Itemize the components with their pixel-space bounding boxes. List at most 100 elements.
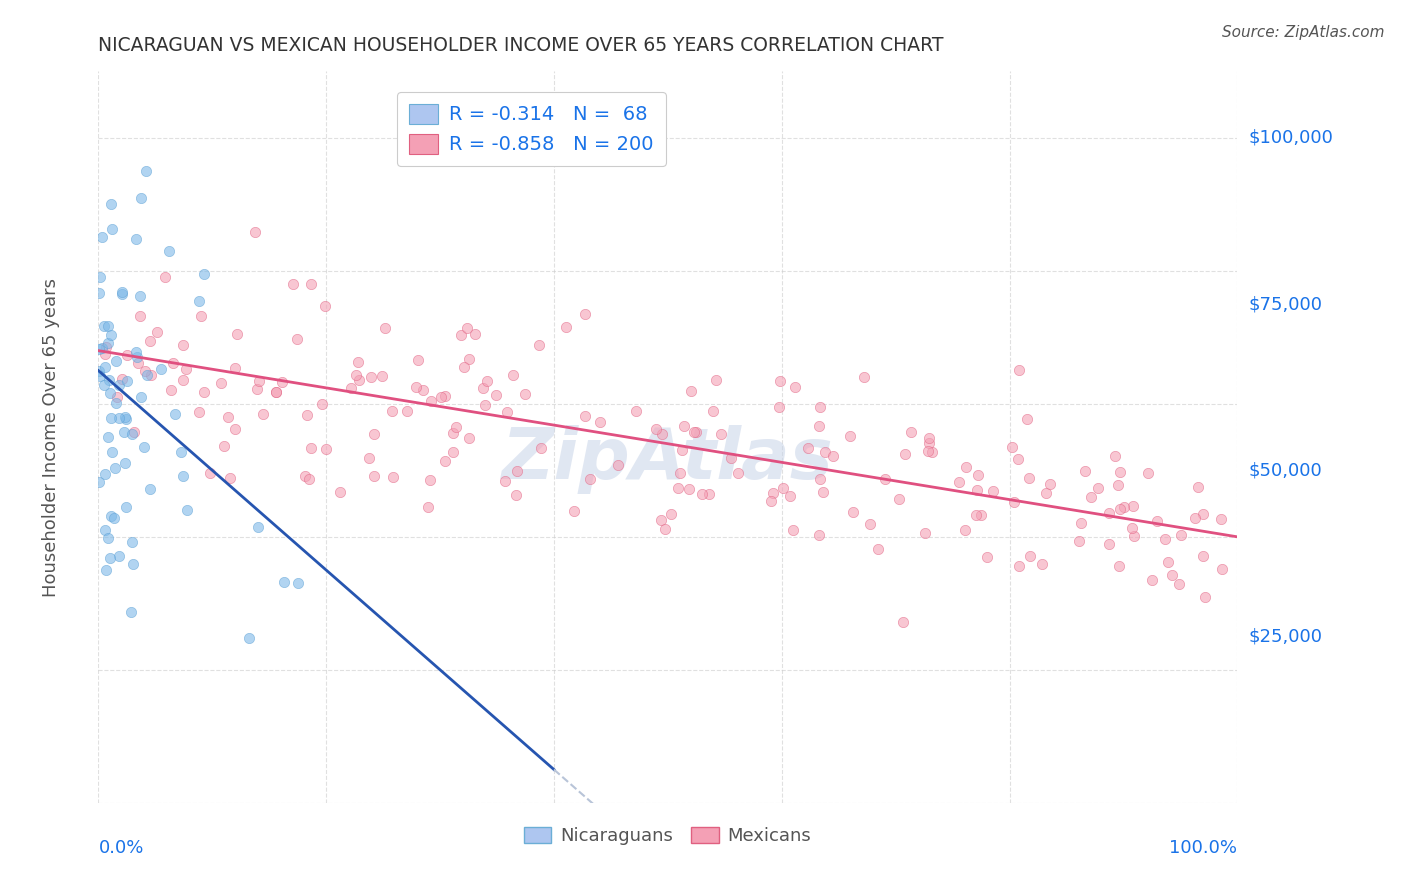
Text: Householder Income Over 65 years: Householder Income Over 65 years xyxy=(42,277,59,597)
Point xyxy=(458,352,481,367)
Point xyxy=(134,364,156,378)
Point xyxy=(172,373,194,387)
Point xyxy=(852,369,875,384)
Point xyxy=(238,631,260,645)
Point xyxy=(115,500,138,514)
Point xyxy=(1067,534,1090,549)
Point xyxy=(679,384,702,399)
Point xyxy=(174,362,197,376)
Point xyxy=(606,458,628,472)
Point xyxy=(505,488,527,502)
Point xyxy=(651,426,673,441)
Point xyxy=(1074,464,1097,478)
Point xyxy=(105,354,128,368)
Point xyxy=(953,523,976,537)
Point xyxy=(117,348,139,362)
Point xyxy=(659,508,682,522)
Point xyxy=(785,379,807,393)
Point xyxy=(654,522,676,536)
Point xyxy=(198,466,221,480)
Point xyxy=(562,504,585,518)
Point xyxy=(311,396,333,410)
Point xyxy=(420,394,443,409)
Point xyxy=(103,511,125,525)
Point xyxy=(93,523,115,537)
Point xyxy=(193,267,215,281)
Text: ZipAtlas: ZipAtlas xyxy=(502,425,834,493)
Point xyxy=(281,277,304,291)
Point xyxy=(506,464,529,478)
Point xyxy=(136,368,159,383)
Point xyxy=(955,460,977,475)
Point xyxy=(823,449,845,463)
Point xyxy=(727,466,749,480)
Point xyxy=(921,445,943,459)
Point xyxy=(347,372,370,386)
Point xyxy=(115,374,138,388)
Point xyxy=(120,606,142,620)
Point xyxy=(1140,573,1163,587)
Point xyxy=(87,475,110,490)
Point xyxy=(1122,500,1144,514)
Point xyxy=(165,408,187,422)
Point xyxy=(1161,568,1184,582)
Text: 100.0%: 100.0% xyxy=(1170,839,1237,857)
Point xyxy=(1007,451,1029,466)
Point xyxy=(1039,477,1062,491)
Point xyxy=(1019,549,1042,563)
Point xyxy=(1170,528,1192,542)
Point xyxy=(357,451,380,466)
Point xyxy=(97,531,120,545)
Point xyxy=(441,426,464,441)
Point xyxy=(1123,529,1146,543)
Point xyxy=(1146,514,1168,528)
Point xyxy=(574,409,596,424)
Point xyxy=(396,404,419,418)
Point xyxy=(111,372,134,386)
Point xyxy=(644,422,666,436)
Point xyxy=(673,419,696,434)
Point xyxy=(294,469,316,483)
Point xyxy=(93,346,115,360)
Point xyxy=(100,197,122,211)
Point xyxy=(530,442,553,456)
Legend: Nicaraguans, Mexicans: Nicaraguans, Mexicans xyxy=(517,820,818,852)
Point xyxy=(797,441,820,455)
Point xyxy=(813,445,835,459)
Point xyxy=(1157,555,1180,569)
Point xyxy=(685,425,707,439)
Point xyxy=(1192,549,1215,563)
Point xyxy=(666,481,689,495)
Point xyxy=(131,390,153,404)
Point xyxy=(170,444,193,458)
Text: $100,000: $100,000 xyxy=(1249,128,1333,147)
Point xyxy=(710,427,733,442)
Point xyxy=(1109,465,1132,479)
Point xyxy=(146,326,169,340)
Point xyxy=(768,400,790,414)
Point xyxy=(1098,506,1121,520)
Point xyxy=(247,374,270,388)
Point xyxy=(513,387,536,401)
Point xyxy=(157,244,180,258)
Point xyxy=(243,225,266,239)
Point xyxy=(127,351,149,365)
Point xyxy=(219,471,242,485)
Point xyxy=(129,289,152,303)
Point xyxy=(111,286,134,301)
Point xyxy=(252,407,274,421)
Point xyxy=(1168,576,1191,591)
Point xyxy=(100,328,122,343)
Text: $75,000: $75,000 xyxy=(1249,295,1323,313)
Point xyxy=(1112,500,1135,514)
Point xyxy=(408,352,430,367)
Point xyxy=(139,334,162,349)
Point xyxy=(101,222,124,236)
Point xyxy=(188,405,211,419)
Point xyxy=(122,425,145,439)
Point xyxy=(89,270,111,285)
Point xyxy=(970,508,993,523)
Point xyxy=(782,523,804,537)
Point xyxy=(976,549,998,564)
Point xyxy=(115,412,138,426)
